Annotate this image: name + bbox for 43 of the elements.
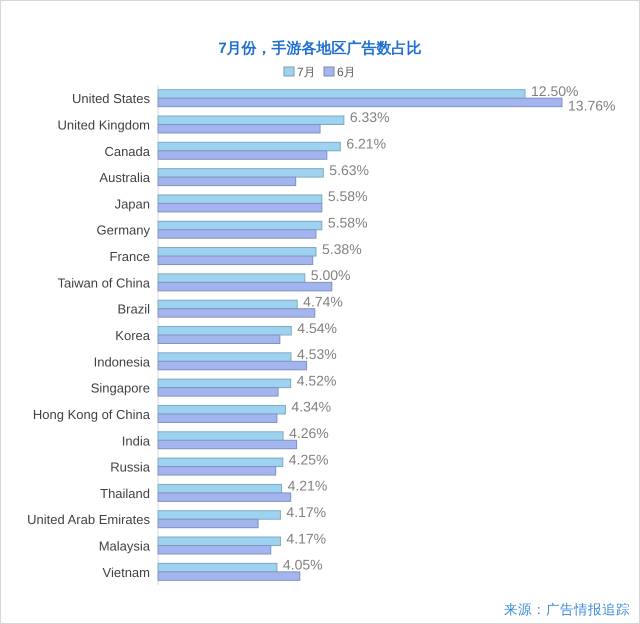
y-tick-label: Singapore [90, 380, 150, 396]
data-label: 6.21% [346, 136, 386, 152]
y-tick-label: India [122, 433, 151, 448]
data-label: 5.38% [322, 240, 362, 257]
y-tick-label: Korea [115, 328, 151, 343]
y-tick-label: France [110, 249, 150, 264]
chart-title: 7月份，手游各地区广告数占比 [218, 39, 422, 57]
data-label: 13.76% [568, 97, 616, 114]
y-tick-label: Thailand [100, 486, 150, 501]
source-note: 来源：广告情报追踪 [504, 602, 630, 617]
y-tick-label: Hong Kong of China [32, 406, 151, 422]
legend-label: 7月 [297, 65, 316, 79]
y-tick-label: Germany [96, 222, 150, 238]
data-label: 4.26% [289, 425, 329, 442]
y-tick-label: Russia [110, 460, 151, 475]
data-label: 4.74% [303, 293, 343, 310]
data-label: 4.34% [291, 398, 332, 415]
data-label: 4.17% [286, 530, 326, 546]
data-label: 4.25% [288, 451, 328, 468]
data-label: 4.05% [282, 556, 323, 573]
y-tick-label: Vietnam [102, 564, 150, 580]
legend-label: 6月 [337, 65, 356, 79]
y-tick-label: Malaysia [98, 538, 151, 554]
data-label: 12.50% [531, 82, 578, 99]
data-label: 5.58% [328, 214, 368, 230]
y-tick-label: Australia [99, 170, 151, 186]
y-tick-label: Brazil [117, 302, 150, 317]
data-label: 4.53% [297, 346, 337, 362]
data-label: 5.63% [329, 162, 370, 178]
y-tick-label: Taiwan of China [58, 275, 151, 290]
data-label: 4.54% [297, 320, 337, 336]
data-label: 5.00% [310, 267, 351, 284]
data-label: 6.33% [350, 109, 390, 126]
y-tick-label: United Kingdom [58, 117, 150, 132]
y-tick-label: United Arab Emirates [27, 512, 150, 528]
y-tick-label: Japan [114, 196, 150, 212]
data-label: 5.58% [328, 188, 368, 204]
y-tick-label: United States [72, 91, 150, 106]
data-label: 4.52% [296, 372, 336, 388]
data-label: 4.21% [288, 478, 328, 494]
data-label: 4.17% [286, 504, 326, 520]
y-tick-label: Indonesia [94, 354, 151, 370]
y-tick-label: Canada [104, 144, 151, 159]
